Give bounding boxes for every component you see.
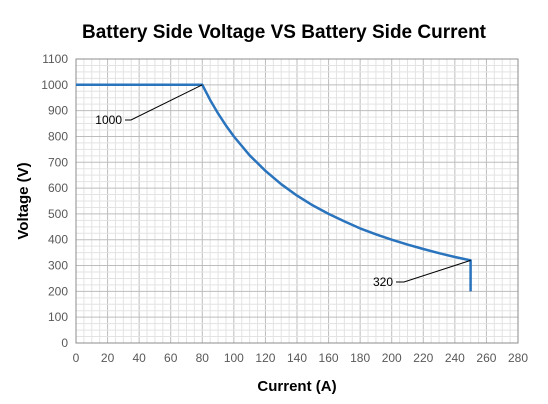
x-tick-label: 60	[164, 351, 178, 365]
y-tick-label: 700	[48, 155, 68, 169]
x-tick-label: 200	[382, 351, 402, 365]
y-tick-label: 0	[61, 336, 68, 350]
x-tick-label: 280	[508, 351, 528, 365]
y-tick-label: 300	[48, 259, 68, 273]
x-tick-label: 260	[476, 351, 496, 365]
x-tick-label: 180	[350, 351, 370, 365]
tick-labels: 0 20 40 60 80 100 120 140 160 180 200 220 240 260 280 0…	[41, 52, 528, 365]
x-tick-label: 100	[224, 351, 244, 365]
y-tick-label: 200	[48, 284, 68, 298]
x-tick-label: 220	[413, 351, 433, 365]
annotation-label: 1000	[95, 113, 122, 127]
y-tick-label: 800	[48, 129, 68, 143]
plot-area-border	[75, 58, 519, 344]
x-tick-label: 20	[101, 351, 115, 365]
y-axis-label: Voltage (V)	[15, 162, 32, 239]
annotation-label: 320	[373, 275, 393, 289]
annotation-leader-line	[396, 259, 471, 283]
y-tick-label: 900	[48, 104, 68, 118]
x-tick-label: 120	[255, 351, 275, 365]
x-tick-label: 140	[287, 351, 307, 365]
y-tick-label: 600	[48, 181, 68, 195]
y-tick-label: 100	[48, 310, 68, 324]
series-group	[76, 83, 472, 292]
x-tick-label: 240	[445, 351, 465, 365]
x-axis-label: Current (A)	[257, 378, 336, 395]
chart-title: Battery Side Voltage VS Battery Side Cur…	[82, 22, 487, 43]
x-tick-label: 80	[196, 351, 210, 365]
grid	[75, 58, 519, 344]
series-line	[76, 83, 472, 292]
y-tick-label: 1100	[42, 52, 68, 66]
x-tick-label: 160	[319, 351, 339, 365]
x-tick-label: 0	[73, 351, 80, 365]
annotation-leader-line	[125, 84, 203, 121]
x-tick-label: 40	[132, 351, 146, 365]
y-tick-label: 500	[48, 207, 68, 221]
y-tick-label: 1000	[41, 78, 68, 92]
y-tick-label: 400	[48, 233, 68, 247]
annotations: 1000 320	[95, 84, 471, 289]
